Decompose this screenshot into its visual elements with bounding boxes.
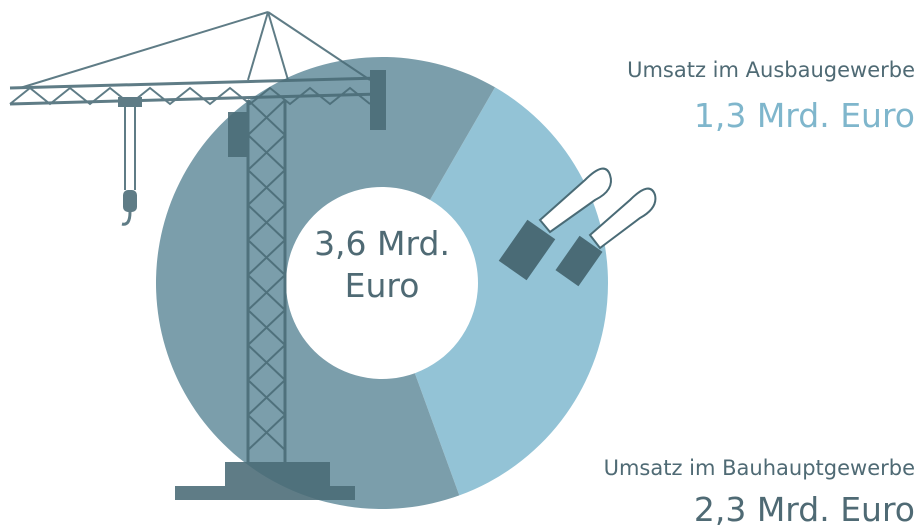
center-label: 3,6 Mrd. Euro	[312, 223, 452, 307]
category-label: Umsatz im Ausbaugewerbe	[627, 58, 915, 82]
category-label: Umsatz im Bauhauptgewerbe	[604, 456, 915, 480]
infographic: 3,6 Mrd. Euro Umsatz im Ausbaugewerbe 1,…	[0, 0, 919, 532]
value-label: 2,3 Mrd. Euro	[694, 490, 915, 529]
value-label: 1,3 Mrd. Euro	[694, 96, 915, 135]
